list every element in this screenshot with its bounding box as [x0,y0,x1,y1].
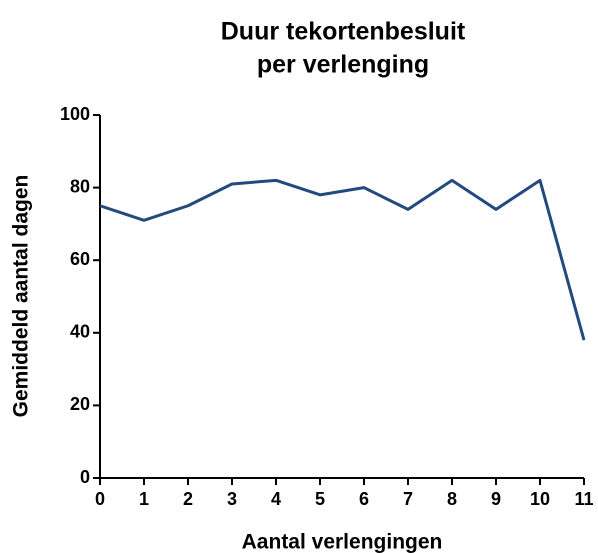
data-line [99,178,586,341]
x-tick-label: 7 [403,489,413,509]
y-tick-label: 100 [60,104,90,124]
chart-title: Duur tekortenbesluit [221,18,466,46]
x-tick-label: 2 [183,489,193,509]
x-tick-label: 10 [530,489,550,509]
x-tick-label: 8 [447,489,457,509]
x-tick-label: 5 [315,489,325,509]
y-tick-label: 0 [80,467,90,487]
x-tick-label: 3 [227,489,237,509]
y-tick-label: 60 [70,249,90,269]
y-tick-label: 80 [70,176,90,196]
x-tick-label: 6 [359,489,369,509]
x-tick-label: 0 [95,489,105,509]
x-tick-label: 4 [271,489,281,509]
x-axis-label: Aantal verlengingen [242,531,443,553]
x-tick-label: 9 [491,489,501,509]
y-tick-label: 20 [70,394,90,414]
y-axis-label: Gemiddeld aantal dagen [10,175,33,418]
chart-title: per verlenging [257,51,429,79]
x-tick-label: 1 [139,489,149,509]
y-tick-label: 40 [70,322,90,342]
x-tick-label: 11 [574,489,593,509]
